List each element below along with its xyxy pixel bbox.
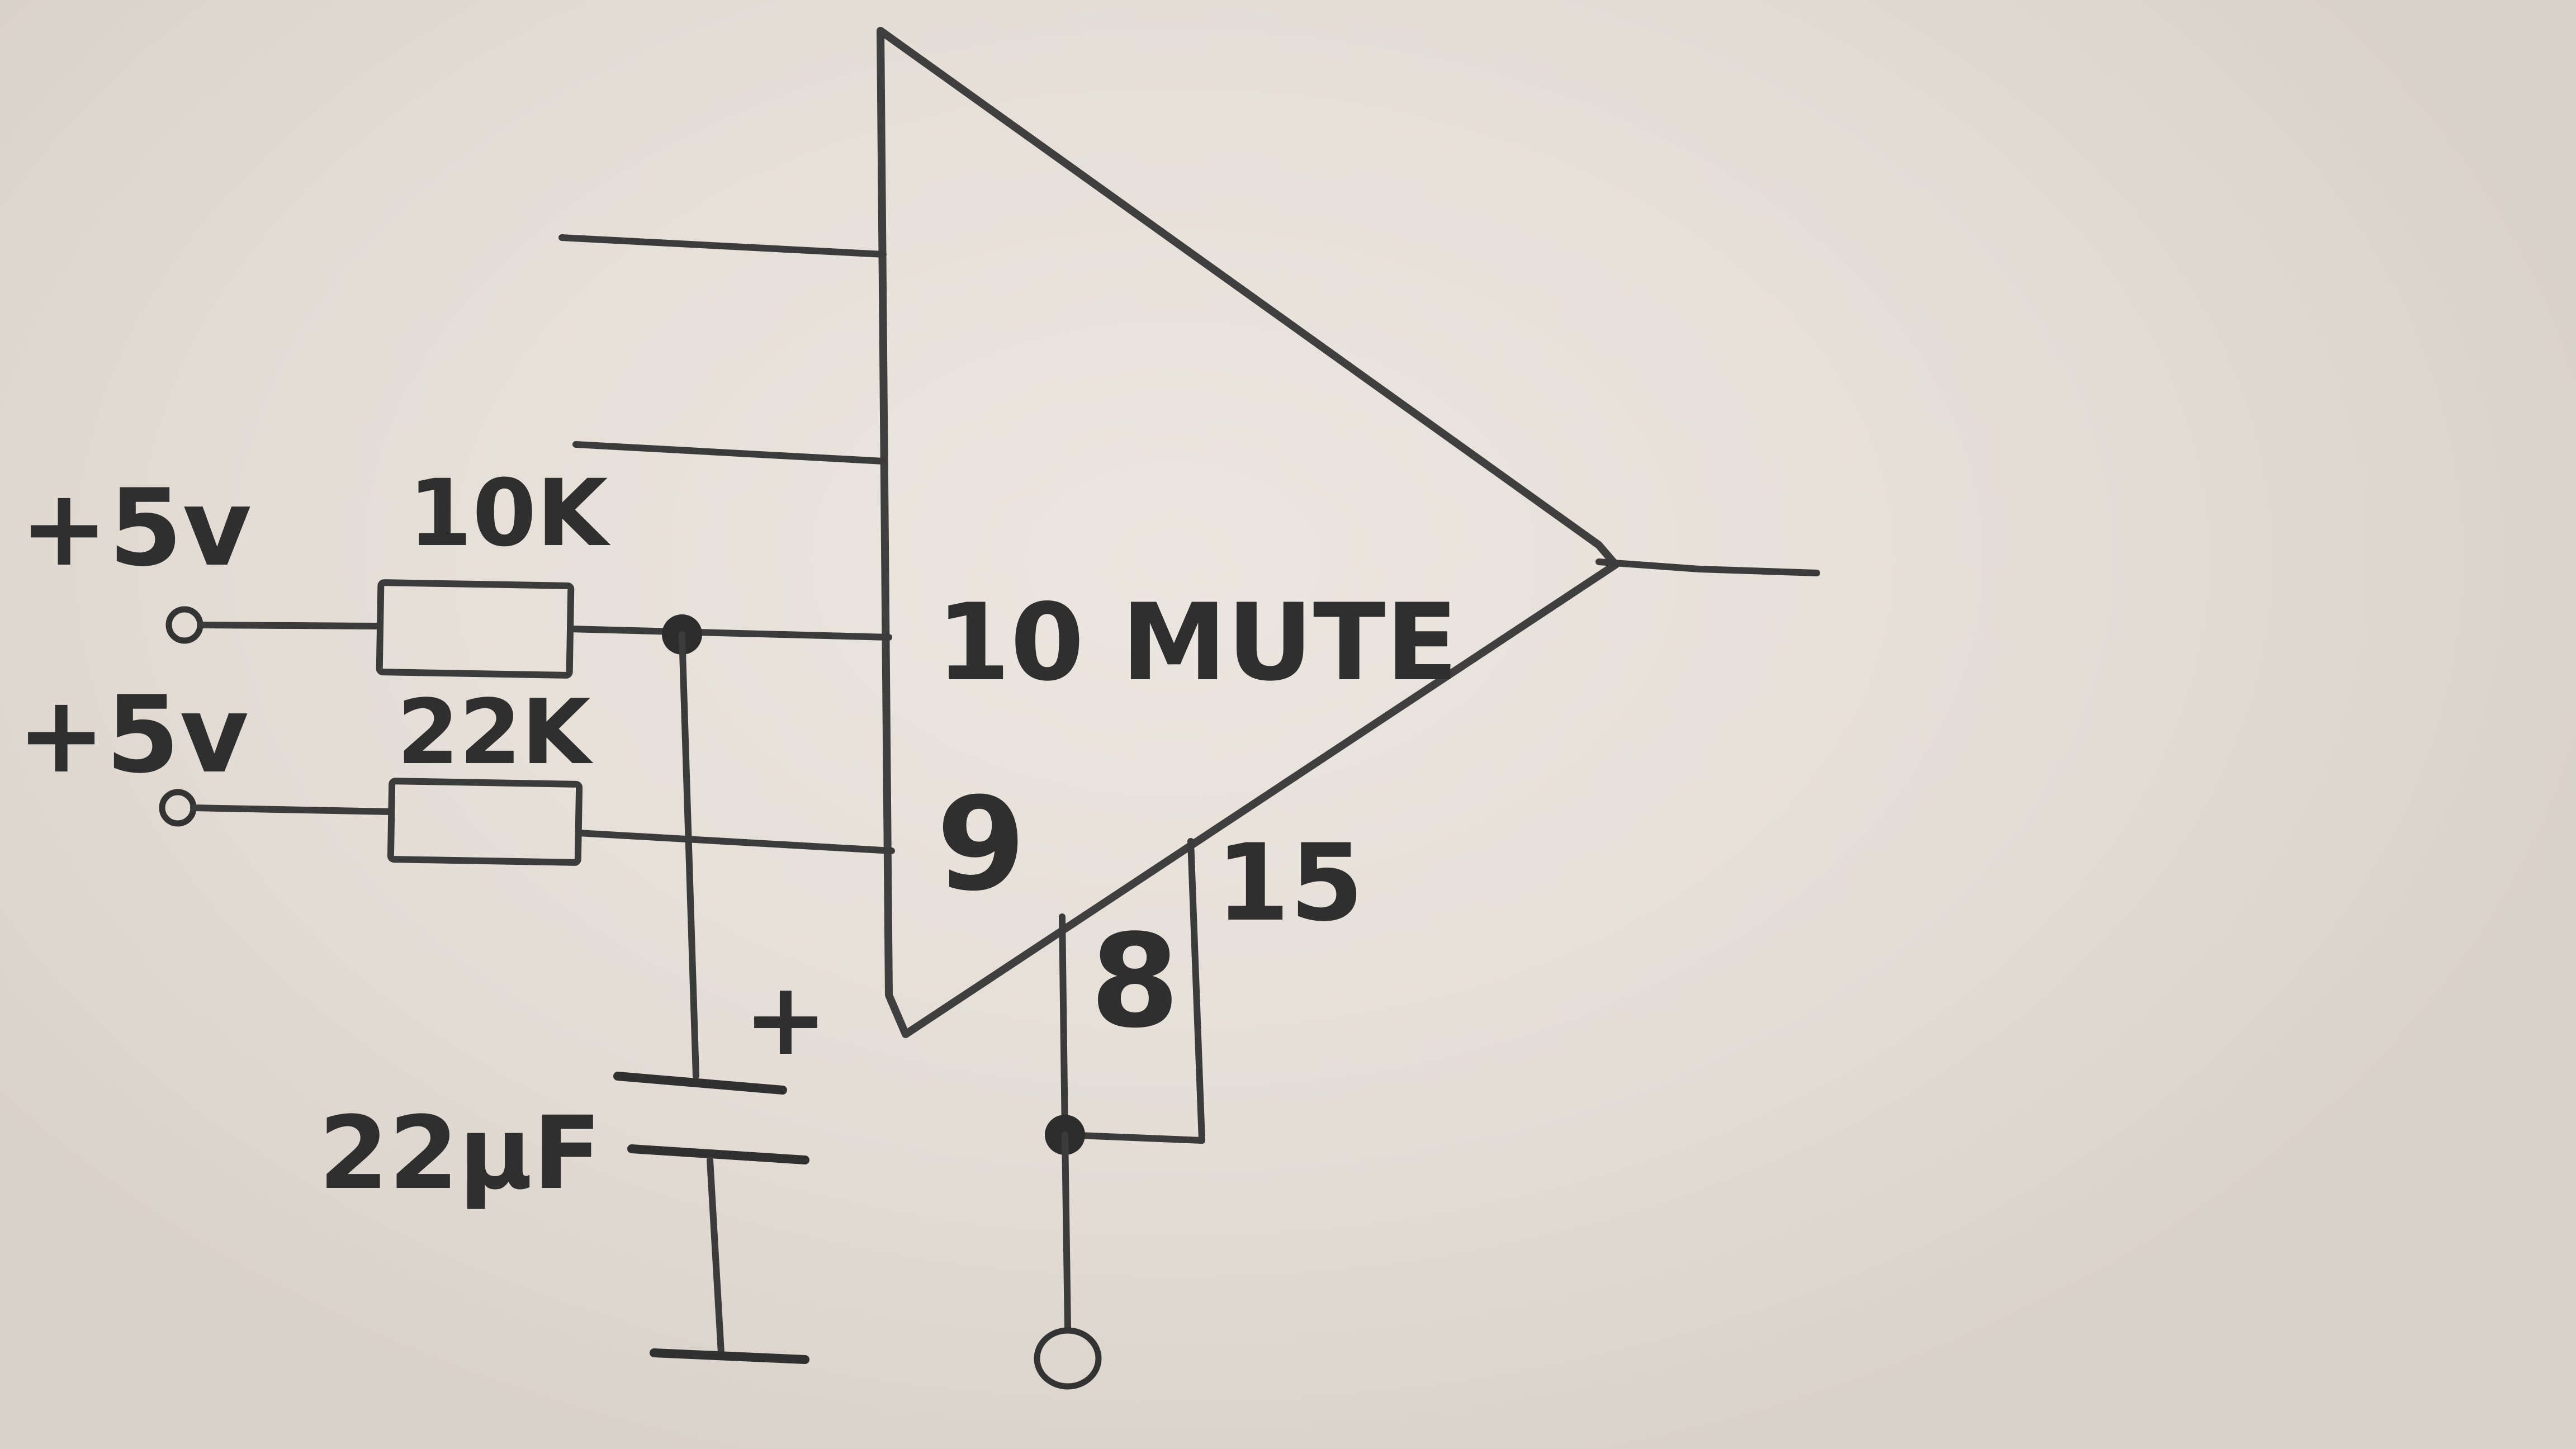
supply-label-top: +5v bbox=[20, 466, 252, 590]
pin8-label: 8 bbox=[1090, 907, 1180, 1057]
supply-label-bottom: +5v bbox=[17, 673, 249, 797]
amplifier-output-wire bbox=[1595, 558, 1820, 576]
capacitor-negative-plate bbox=[627, 1144, 809, 1164]
resistor-22k-label: 22K bbox=[397, 680, 594, 784]
mute-pin-label: 10 MUTE bbox=[936, 581, 1458, 704]
supply-terminal-top bbox=[165, 606, 203, 644]
wire-10k-to-mute-pin bbox=[567, 626, 892, 641]
capacitor-polarity-label: + bbox=[744, 961, 828, 1078]
wire-terminal-to-10k bbox=[197, 622, 383, 629]
input-wire-2 bbox=[572, 441, 887, 465]
pin9-label: 9 bbox=[936, 770, 1026, 920]
capacitor-value-label: 22μF bbox=[319, 1095, 602, 1212]
wire-pin8 bbox=[1059, 913, 1068, 1138]
resistor-10k bbox=[376, 579, 575, 679]
amplifier-body bbox=[877, 27, 1620, 1038]
wire-22k-to-pin9 bbox=[575, 830, 895, 854]
wire-pin8-pin15-link bbox=[1062, 1131, 1205, 1144]
wire-pin15 bbox=[1187, 838, 1205, 1144]
wire-to-ground-terminal bbox=[1062, 1131, 1071, 1331]
wire-junction-to-capacitor bbox=[679, 631, 699, 1079]
capacitor-positive-plate bbox=[613, 1072, 787, 1095]
input-wire-1 bbox=[558, 234, 887, 258]
pin15-label: 15 bbox=[1216, 821, 1363, 945]
resistor-22k bbox=[387, 778, 583, 866]
supply-terminal-bottom bbox=[159, 789, 197, 827]
wire-capacitor-to-ground bbox=[707, 1157, 724, 1356]
ground-bar bbox=[650, 1348, 809, 1364]
resistor-10k-label: 10K bbox=[408, 460, 611, 567]
ground-terminal bbox=[1034, 1327, 1102, 1390]
wire-terminal-to-22k bbox=[190, 804, 395, 815]
